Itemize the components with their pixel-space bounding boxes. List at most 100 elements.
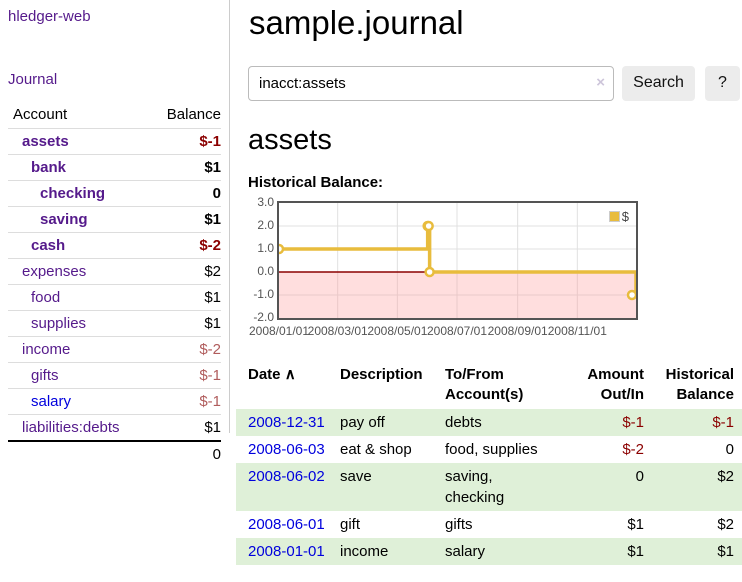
x-axis-tick-label: 2008/03/01 xyxy=(307,323,368,338)
sidebar: hledger-web Journal Account Balance asse… xyxy=(0,0,230,463)
account-link[interactable]: assets xyxy=(22,133,69,150)
account-row: cash $-2 xyxy=(8,232,221,259)
register-date-cell[interactable]: 2008-06-01 xyxy=(236,511,336,538)
chart-title: Historical Balance: xyxy=(248,173,384,191)
register-description-cell: eat & shop xyxy=(340,440,412,458)
search-box: × xyxy=(248,65,614,101)
register-balance-cell: 0 xyxy=(725,440,734,458)
register-table: Date ∧ Description To/From Account(s) Am… xyxy=(236,361,742,565)
account-link[interactable]: salary xyxy=(31,393,72,410)
accounts-header-account: Account xyxy=(13,106,68,123)
y-axis-tick-label: 0.0 xyxy=(257,263,274,278)
account-link[interactable]: cash xyxy=(31,237,66,254)
register-date-cell[interactable]: 2008-06-03 xyxy=(236,436,336,463)
app-title-link[interactable]: hledger-web xyxy=(8,8,91,25)
transaction-date-link[interactable]: 2008-01-01 xyxy=(248,542,325,560)
register-header-description: Description xyxy=(340,365,423,383)
account-link[interactable]: supplies xyxy=(31,315,87,332)
account-row: salary $-1 xyxy=(8,388,221,415)
y-axis-tick-label: 3.0 xyxy=(257,194,274,209)
chart-plot-area[interactable]: $ xyxy=(277,200,638,320)
register-amount-cell: $-2 xyxy=(622,440,644,458)
account-row: saving $1 xyxy=(8,206,221,233)
account-row: liabilities:debts $1 xyxy=(8,414,221,442)
main-panel: sample.journal × Search ? assets Histori… xyxy=(230,0,742,582)
register-row[interactable]: 2008-06-01 gift gifts $1 $2 xyxy=(236,511,742,538)
register-balance-cell: $1 xyxy=(717,542,734,560)
search-input[interactable] xyxy=(248,65,614,101)
account-row: food $1 xyxy=(8,284,221,311)
register-accounts-cell: gifts xyxy=(445,515,473,533)
register-row[interactable]: 2008-01-01 income salary $1 $1 xyxy=(236,537,742,565)
account-link[interactable]: checking xyxy=(40,185,106,202)
register-balance-cell: $2 xyxy=(717,515,734,533)
clear-search-icon[interactable]: × xyxy=(596,73,605,91)
x-axis-tick-label: 2008/07/01 xyxy=(426,323,488,338)
register-date-cell[interactable]: 2008-01-01 xyxy=(236,538,336,565)
account-link[interactable]: liabilities:debts xyxy=(22,419,120,436)
x-axis-tick-label: 2008/11/01 xyxy=(547,323,607,338)
account-row: checking 0 xyxy=(8,180,221,207)
search-row: × Search ? xyxy=(248,65,742,101)
accounts-total-row: 0 xyxy=(8,441,221,467)
account-link[interactable]: expenses xyxy=(22,263,87,280)
register-date-cell[interactable]: 2008-06-02 xyxy=(236,463,336,511)
account-link[interactable]: saving xyxy=(40,211,88,228)
account-row: assets $-1 xyxy=(8,128,221,155)
account-row: supplies $1 xyxy=(8,310,221,337)
register-balance-cell: $2 xyxy=(717,467,734,485)
register-amount-cell: $-1 xyxy=(622,413,644,431)
register-accounts-cell: salary xyxy=(445,542,486,560)
transaction-date-link[interactable]: 2008-06-03 xyxy=(248,440,325,458)
help-button[interactable]: ? xyxy=(705,65,740,101)
account-row: gifts $-1 xyxy=(8,362,221,389)
account-balance: $1 xyxy=(204,159,221,176)
legend-swatch-icon xyxy=(608,210,620,222)
register-row[interactable]: 2008-06-02 save saving, checking 0 $2 xyxy=(236,462,742,511)
accounts-header-balance: Balance xyxy=(166,106,221,123)
sort-asc-icon: ∧ xyxy=(284,365,296,383)
search-button[interactable]: Search xyxy=(622,65,695,101)
account-balance: $1 xyxy=(204,289,221,306)
register-header-date[interactable]: Date ∧ xyxy=(248,365,296,383)
register-description-cell: gift xyxy=(340,515,361,533)
x-axis-tick-label: 2008/01/01 xyxy=(248,323,310,338)
account-row: income $-2 xyxy=(8,336,221,363)
accounts-table: Account Balance assets $-1 bank $1 checking 0… xyxy=(8,102,221,467)
register-row[interactable]: 2008-12-31 pay off debts $-1 $-1 xyxy=(236,408,742,436)
register-description-cell: income xyxy=(340,542,389,560)
account-link[interactable]: bank xyxy=(31,159,67,176)
register-description-cell: pay off xyxy=(340,413,385,431)
account-row: bank $1 xyxy=(8,154,221,181)
y-axis-tick-label: 1.0 xyxy=(257,240,274,255)
register-header-amount: Amount Out/In xyxy=(587,365,644,403)
account-row: expenses $2 xyxy=(8,258,221,285)
transaction-date-link[interactable]: 2008-06-01 xyxy=(248,515,325,533)
account-balance: $-1 xyxy=(199,367,221,384)
accounts-total-value: 0 xyxy=(212,446,221,463)
transaction-date-link[interactable]: 2008-06-02 xyxy=(248,467,325,485)
y-axis-tick-label: 2.0 xyxy=(257,217,274,232)
page-title: sample.journal xyxy=(249,4,464,41)
register-header-balance: Historical Balance xyxy=(665,365,734,403)
register-accounts-cell: saving, checking xyxy=(445,467,505,506)
account-balance: $-2 xyxy=(199,341,221,358)
account-link[interactable]: food xyxy=(31,289,61,306)
register-date-cell[interactable]: 2008-12-31 xyxy=(236,409,336,436)
register-row[interactable]: 2008-06-03 eat & shop food, supplies $-2 0 xyxy=(236,436,742,463)
account-link[interactable]: income xyxy=(22,341,71,358)
account-balance: $1 xyxy=(204,315,221,332)
x-axis-tick-label: 2008/09/01 xyxy=(487,323,548,338)
account-heading: assets xyxy=(248,123,332,156)
account-balance: $-2 xyxy=(199,237,221,254)
account-link[interactable]: gifts xyxy=(31,367,59,384)
register-description-cell: save xyxy=(340,467,372,485)
y-axis-tick-label: -1.0 xyxy=(253,286,274,301)
x-axis-tick-label: 2008/05/01 xyxy=(367,323,428,338)
account-balance: $-1 xyxy=(199,393,221,410)
sidebar-item-journal[interactable]: Journal xyxy=(8,71,58,88)
transaction-date-link[interactable]: 2008-12-31 xyxy=(248,413,325,431)
register-header-accounts: To/From Account(s) xyxy=(445,365,524,403)
register-amount-cell: $1 xyxy=(627,515,644,533)
chart-legend: $ xyxy=(606,207,631,225)
